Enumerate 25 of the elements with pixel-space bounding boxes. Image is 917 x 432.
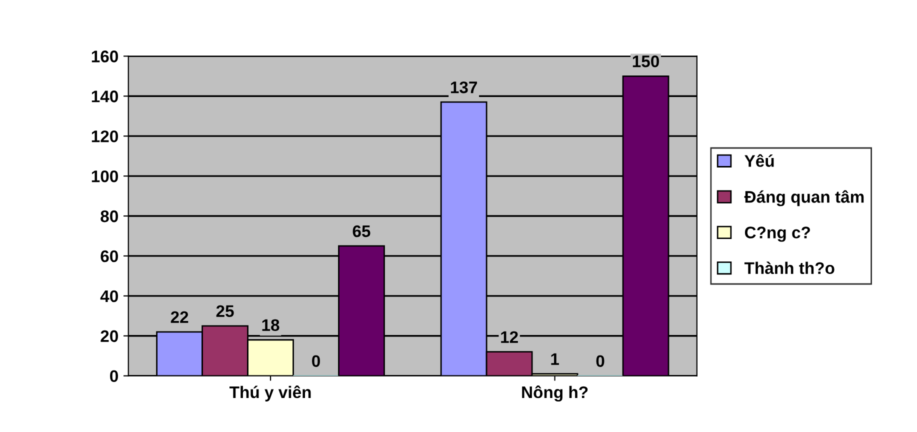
data-label: 25 [216,305,234,318]
x-tick-label: Thú y viên [229,386,311,402]
x-tick-label: Nông h? [522,386,588,402]
data-label: 0 [596,355,604,367]
data-label: 12 [501,331,518,343]
data-label: 18 [262,319,280,332]
y-tick-label: 120 [92,130,118,142]
legend-label: Đáng quan tâm [744,190,864,206]
legend-label: C?ng c? [744,226,810,242]
legend-label: Yêú [744,154,774,167]
y-tick-label: 140 [92,90,118,102]
data-label: 0 [312,355,320,367]
data-label: 1 [551,353,559,365]
data-label: 22 [170,311,188,323]
y-tick-label: 20 [100,330,118,342]
data-label: 150 [632,55,659,68]
y-tick-label: 60 [100,250,118,262]
y-tick-label: 0 [110,370,118,382]
y-tick-label: 160 [92,50,118,62]
y-tick-label: 40 [100,290,118,302]
legend-label: Thành th?o [744,262,834,274]
data-label: 137 [450,81,477,94]
data-label: 65 [352,225,370,238]
y-tick-label: 100 [92,170,118,182]
y-tick-label: 80 [100,210,118,222]
